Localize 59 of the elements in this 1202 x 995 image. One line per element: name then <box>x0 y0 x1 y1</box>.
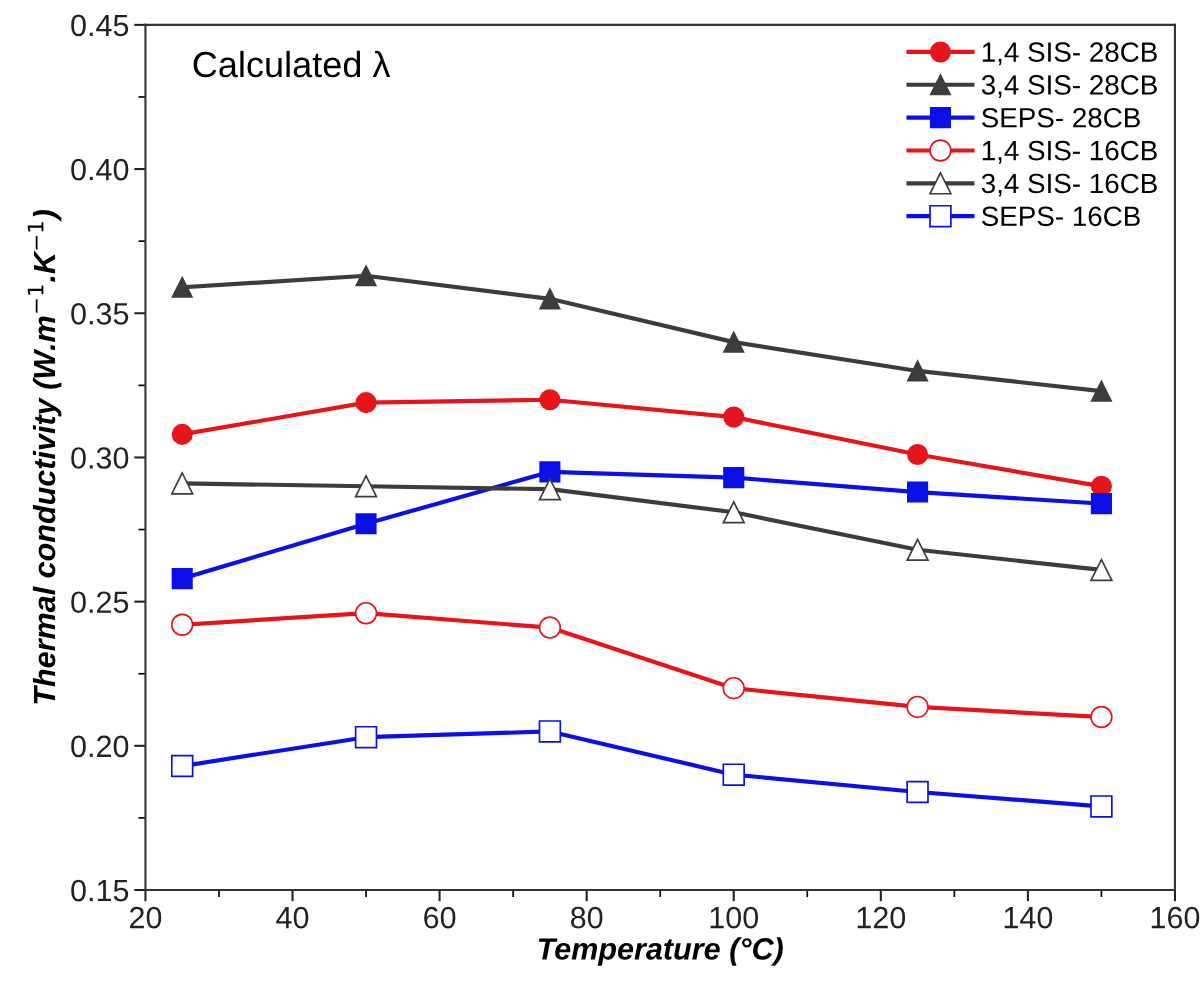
point <box>538 616 562 639</box>
point <box>906 695 929 719</box>
y-tick-label: 0.45 <box>71 14 129 37</box>
x-tick-label: 100 <box>710 906 759 929</box>
point <box>907 360 929 382</box>
x-tick-label: 140 <box>1004 906 1053 929</box>
x-tick-label: 80 <box>571 906 603 929</box>
point <box>538 720 562 743</box>
point <box>171 276 193 298</box>
point <box>907 444 929 466</box>
point <box>1090 705 1113 729</box>
point <box>723 331 745 353</box>
point <box>354 475 378 498</box>
x-tick-label: 20 <box>129 906 162 929</box>
point <box>906 780 929 804</box>
point <box>1090 558 1113 582</box>
point <box>1090 493 1112 515</box>
point <box>906 538 929 561</box>
point <box>171 568 193 590</box>
point <box>722 763 745 786</box>
legend-label: 1,4 SIS- 28CB <box>982 42 1157 66</box>
point <box>539 288 561 310</box>
point <box>355 265 377 287</box>
point <box>354 601 378 625</box>
point <box>722 676 745 700</box>
annotation: Calculated λ <box>193 50 391 78</box>
point <box>355 513 377 535</box>
legend-label: 1,4 SIS- 16CB <box>982 140 1157 164</box>
legend-label: 3,4 SIS- 28CB <box>981 75 1157 99</box>
x-tick-label: 160 <box>1151 906 1200 929</box>
x-axis-title: Temperature (°C) <box>538 937 783 966</box>
y-axis-title: Thermal conductivity (W.m$^{−1}$.K$^{−1}$) <box>27 210 62 704</box>
point <box>170 613 194 636</box>
legend-label: 3,4 SIS- 16CB <box>981 173 1157 197</box>
legend-label: SEPS- 28CB <box>982 107 1140 128</box>
point <box>1090 380 1112 402</box>
point <box>723 406 745 428</box>
point <box>538 477 562 501</box>
point <box>723 467 745 489</box>
y-tick-label: 0.20 <box>71 735 129 758</box>
point <box>1090 795 1113 818</box>
y-tick-label: 0.40 <box>71 158 129 181</box>
point <box>539 389 561 411</box>
legend-label: SEPS- 16CB <box>982 206 1140 227</box>
point <box>907 481 929 503</box>
point <box>539 461 561 483</box>
point <box>722 500 745 524</box>
point <box>170 472 194 495</box>
y-tick-label: 0.35 <box>71 302 129 325</box>
y-tick-label: 0.25 <box>71 591 129 614</box>
point <box>355 392 377 414</box>
point <box>171 423 193 445</box>
x-tick-label: 40 <box>276 906 309 929</box>
point <box>170 754 194 778</box>
x-tick-label: 120 <box>857 906 906 929</box>
point <box>354 725 378 749</box>
x-tick-label: 60 <box>424 906 456 929</box>
y-tick-label: 0.30 <box>71 447 129 469</box>
y-tick-label: 0.15 <box>71 879 129 902</box>
